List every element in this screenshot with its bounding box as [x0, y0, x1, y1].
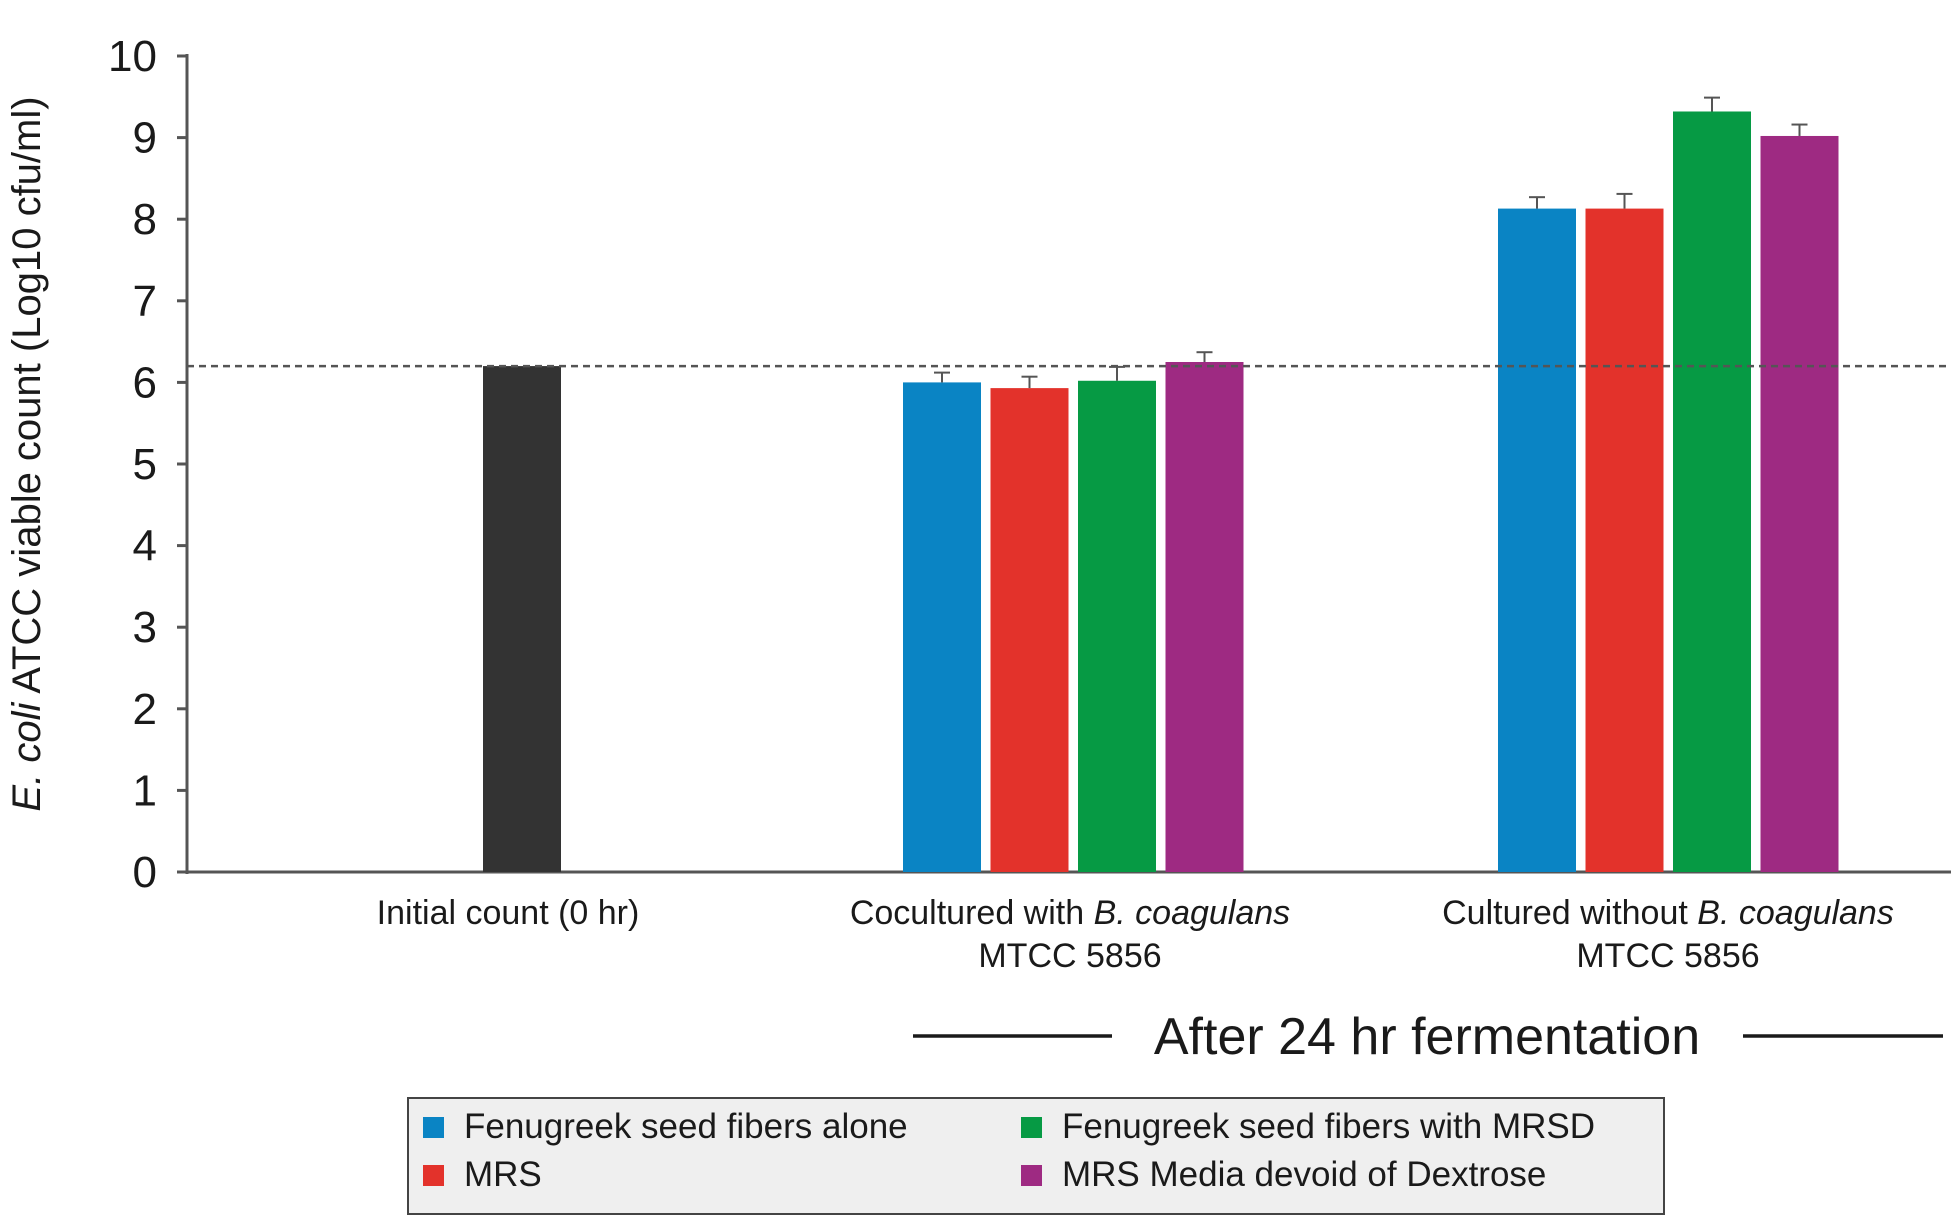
y-tick-label: 1 [133, 766, 157, 815]
bars [483, 96, 1839, 873]
y-axis-title-italic: E. coli [5, 702, 49, 812]
legend: Fenugreek seed fibers alone MRS Fenugreek … [407, 1097, 1665, 1215]
legend-label: Fenugreek seed fibers alone [464, 1107, 908, 1146]
category-label: Cocultured with B. coagulans [850, 894, 1290, 932]
y-ticks: 0 1 2 3 4 5 6 7 8 9 10 [108, 32, 187, 897]
legend-item: MRS Media devoid of Dextrose [1021, 1155, 1546, 1195]
category-label-text: Cocultured with [850, 894, 1094, 932]
y-tick-label: 0 [133, 848, 157, 897]
legend-item: MRS [423, 1155, 542, 1195]
y-axis-label: E. coli ATCC viable count (Log10 cfu/ml) [5, 96, 49, 811]
y-axis-title-rest: ATCC viable count (Log10 cfu/ml) [5, 96, 49, 702]
category-label-line2: MTCC 5856 [978, 937, 1161, 975]
bar [1760, 135, 1839, 872]
y-tick-label: 7 [133, 277, 157, 326]
legend-swatch [1021, 1164, 1042, 1186]
legend-item: Fenugreek seed fibers alone [423, 1107, 908, 1147]
bracket-label: After 24 hr fermentation [1154, 1008, 1700, 1066]
y-tick-label: 10 [108, 32, 157, 81]
legend-label: MRS Media devoid of Dextrose [1062, 1155, 1547, 1194]
y-axis-title: E. coli ATCC viable count (Log10 cfu/ml) [5, 96, 49, 811]
bar [1078, 380, 1156, 872]
y-tick-label: 6 [133, 358, 157, 407]
y-tick-label: 4 [133, 522, 157, 571]
bar [903, 382, 981, 872]
category-label: Initial count (0 hr) [377, 894, 640, 932]
bar [1498, 208, 1576, 873]
bar [483, 366, 561, 872]
y-tick-label: 9 [133, 114, 157, 163]
bar [1165, 362, 1244, 872]
legend-label: MRS [464, 1155, 542, 1194]
bar [990, 388, 1069, 872]
category-label-text: Initial count (0 hr) [377, 894, 640, 932]
y-tick-label: 8 [133, 195, 157, 244]
category-labels: Initial count (0 hr) Cocultured with B. c… [377, 894, 1894, 975]
fermentation-bracket: After 24 hr fermentation [913, 1008, 1943, 1066]
category-label-italic: B. coagulans [1697, 894, 1894, 932]
y-tick-label: 3 [133, 603, 157, 652]
legend-swatch [1021, 1116, 1042, 1138]
legend-swatch [423, 1116, 444, 1138]
bar [1585, 208, 1664, 873]
category-label-line2: MTCC 5856 [1576, 937, 1759, 975]
bar [1673, 111, 1751, 873]
category-label-text: Cultured without [1442, 894, 1697, 932]
category-label: Cultured without B. coagulans [1442, 894, 1894, 932]
y-tick-label: 5 [133, 440, 157, 489]
legend-swatch [423, 1164, 444, 1186]
category-label-italic: B. coagulans [1094, 894, 1291, 932]
legend-label: Fenugreek seed fibers with MRSD [1062, 1107, 1595, 1146]
legend-item: Fenugreek seed fibers with MRSD [1021, 1107, 1595, 1147]
y-tick-label: 2 [133, 685, 157, 734]
